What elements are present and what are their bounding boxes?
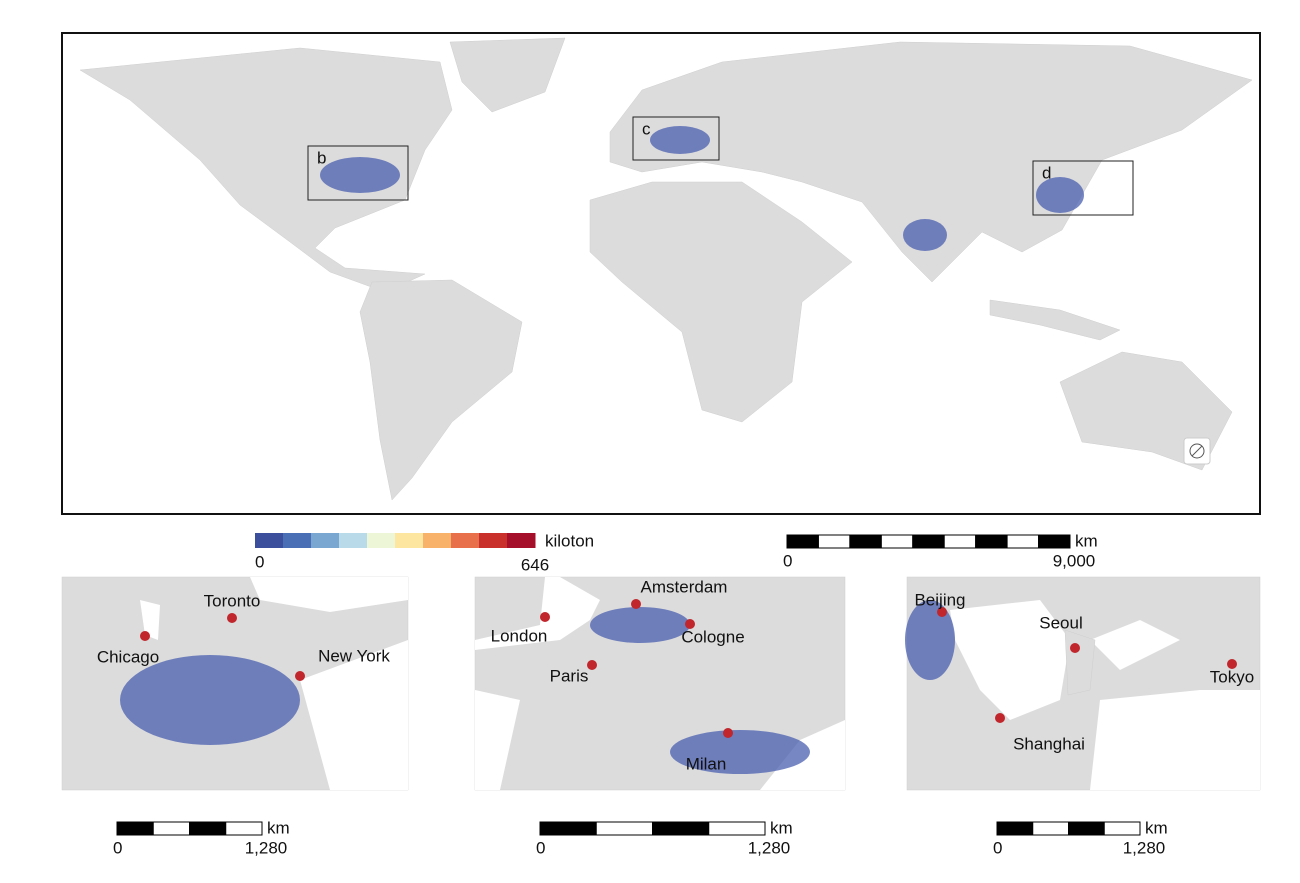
- region-label: d: [1042, 163, 1051, 182]
- islands: [989, 299, 1121, 341]
- south-america: [359, 279, 523, 501]
- city-hotspot: [140, 631, 150, 641]
- scale-segment: [880, 534, 914, 549]
- water: [140, 577, 408, 790]
- emission-area: [1036, 177, 1084, 213]
- scale-end: 1,280: [245, 838, 288, 857]
- emission-area: [903, 219, 947, 251]
- colorbar-segment: [423, 533, 452, 548]
- colorbar-segment: [283, 533, 312, 548]
- city-hotspot: [1070, 643, 1080, 653]
- city-hotspot: [685, 619, 695, 629]
- insets: [61, 576, 1261, 791]
- city-label: London: [491, 626, 548, 645]
- city-label: Milan: [686, 754, 727, 773]
- region-box: [632, 116, 720, 161]
- scale-start: 0: [536, 838, 545, 857]
- city-hotspot: [295, 671, 305, 681]
- scale-segment: [539, 821, 597, 836]
- scale-segment: [1006, 534, 1040, 549]
- scale-end: 9,000: [1053, 551, 1096, 570]
- region-box: [307, 145, 409, 201]
- colorbar-unit: kiloton: [545, 531, 594, 550]
- scale-start: 0: [783, 551, 792, 570]
- scale-end: 1,280: [748, 838, 791, 857]
- region-label: c: [642, 119, 651, 138]
- emission-area: [905, 600, 955, 680]
- region-label: b: [317, 148, 326, 167]
- city-hotspot: [631, 599, 641, 609]
- africa: [589, 181, 853, 423]
- colorbar-segment: [451, 533, 480, 548]
- scale-end: 1,280: [1123, 838, 1166, 857]
- scale-unit: km: [1075, 531, 1098, 550]
- region-box: [1032, 160, 1134, 216]
- water: [475, 577, 845, 790]
- scale-segment: [849, 534, 882, 549]
- scale-segment: [1032, 821, 1069, 836]
- colorbar-segment: [311, 533, 340, 548]
- city-hotspot: [723, 728, 733, 738]
- colorbar-segment: [255, 533, 284, 548]
- city-label: Amsterdam: [641, 577, 728, 596]
- city-label: Chicago: [97, 647, 159, 666]
- eurasia: [609, 41, 1253, 283]
- scale-segment: [595, 821, 653, 836]
- city-label: Shanghai: [1013, 734, 1085, 753]
- colorbar-min: 0: [255, 552, 264, 571]
- scale-segment: [189, 821, 227, 836]
- scale-unit: km: [770, 818, 793, 837]
- map-control-icon: [1189, 443, 1205, 459]
- map-control-icon: [1191, 445, 1203, 457]
- scale-unit: km: [1145, 818, 1168, 837]
- scale-unit: km: [267, 818, 290, 837]
- city-label: New York: [318, 646, 390, 665]
- scale-segment: [786, 534, 819, 549]
- scale-segment: [1103, 821, 1141, 836]
- colorbar-segment: [395, 533, 424, 548]
- scale-segment: [817, 534, 851, 549]
- scale-segment: [943, 534, 977, 549]
- city-hotspot: [227, 613, 237, 623]
- scale-segment: [975, 534, 1008, 549]
- scale-segment: [1068, 821, 1105, 836]
- colorbar-segment: [339, 533, 368, 548]
- scale-start: 0: [113, 838, 122, 857]
- water: [950, 600, 1260, 790]
- city-hotspot: [1227, 659, 1237, 669]
- city-hotspot: [587, 660, 597, 670]
- colorbar-segment: [479, 533, 508, 548]
- korea: [1064, 629, 1096, 696]
- north-america: [79, 47, 453, 293]
- city-hotspot: [540, 612, 550, 622]
- scale-segment: [996, 821, 1034, 836]
- colorbar-segment: [367, 533, 396, 548]
- scale-segment: [912, 534, 945, 549]
- scale-start: 0: [993, 838, 1002, 857]
- world-map: [61, 32, 1261, 515]
- city-label: Cologne: [681, 627, 744, 646]
- emission-area: [590, 607, 690, 643]
- colorbar-segment: [507, 533, 536, 548]
- city-label: Paris: [550, 666, 589, 685]
- scale-segment: [116, 821, 154, 836]
- city-label: Tokyo: [1210, 667, 1254, 686]
- city-label: Seoul: [1039, 613, 1082, 632]
- emission-area: [670, 730, 810, 774]
- emission-area: [320, 157, 400, 193]
- emission-area: [120, 655, 300, 745]
- colorbar-max: 646: [521, 555, 549, 574]
- city-hotspot: [937, 607, 947, 617]
- city-label: Beijing: [914, 590, 965, 609]
- city-label: Toronto: [204, 591, 261, 610]
- scale-segment: [1038, 534, 1071, 549]
- scale-segment: [652, 821, 710, 836]
- city-hotspot: [995, 713, 1005, 723]
- scale-segment: [225, 821, 263, 836]
- emission-area: [650, 126, 710, 154]
- scale-segment: [708, 821, 766, 836]
- scale-segment: [152, 821, 190, 836]
- greenland: [449, 37, 566, 113]
